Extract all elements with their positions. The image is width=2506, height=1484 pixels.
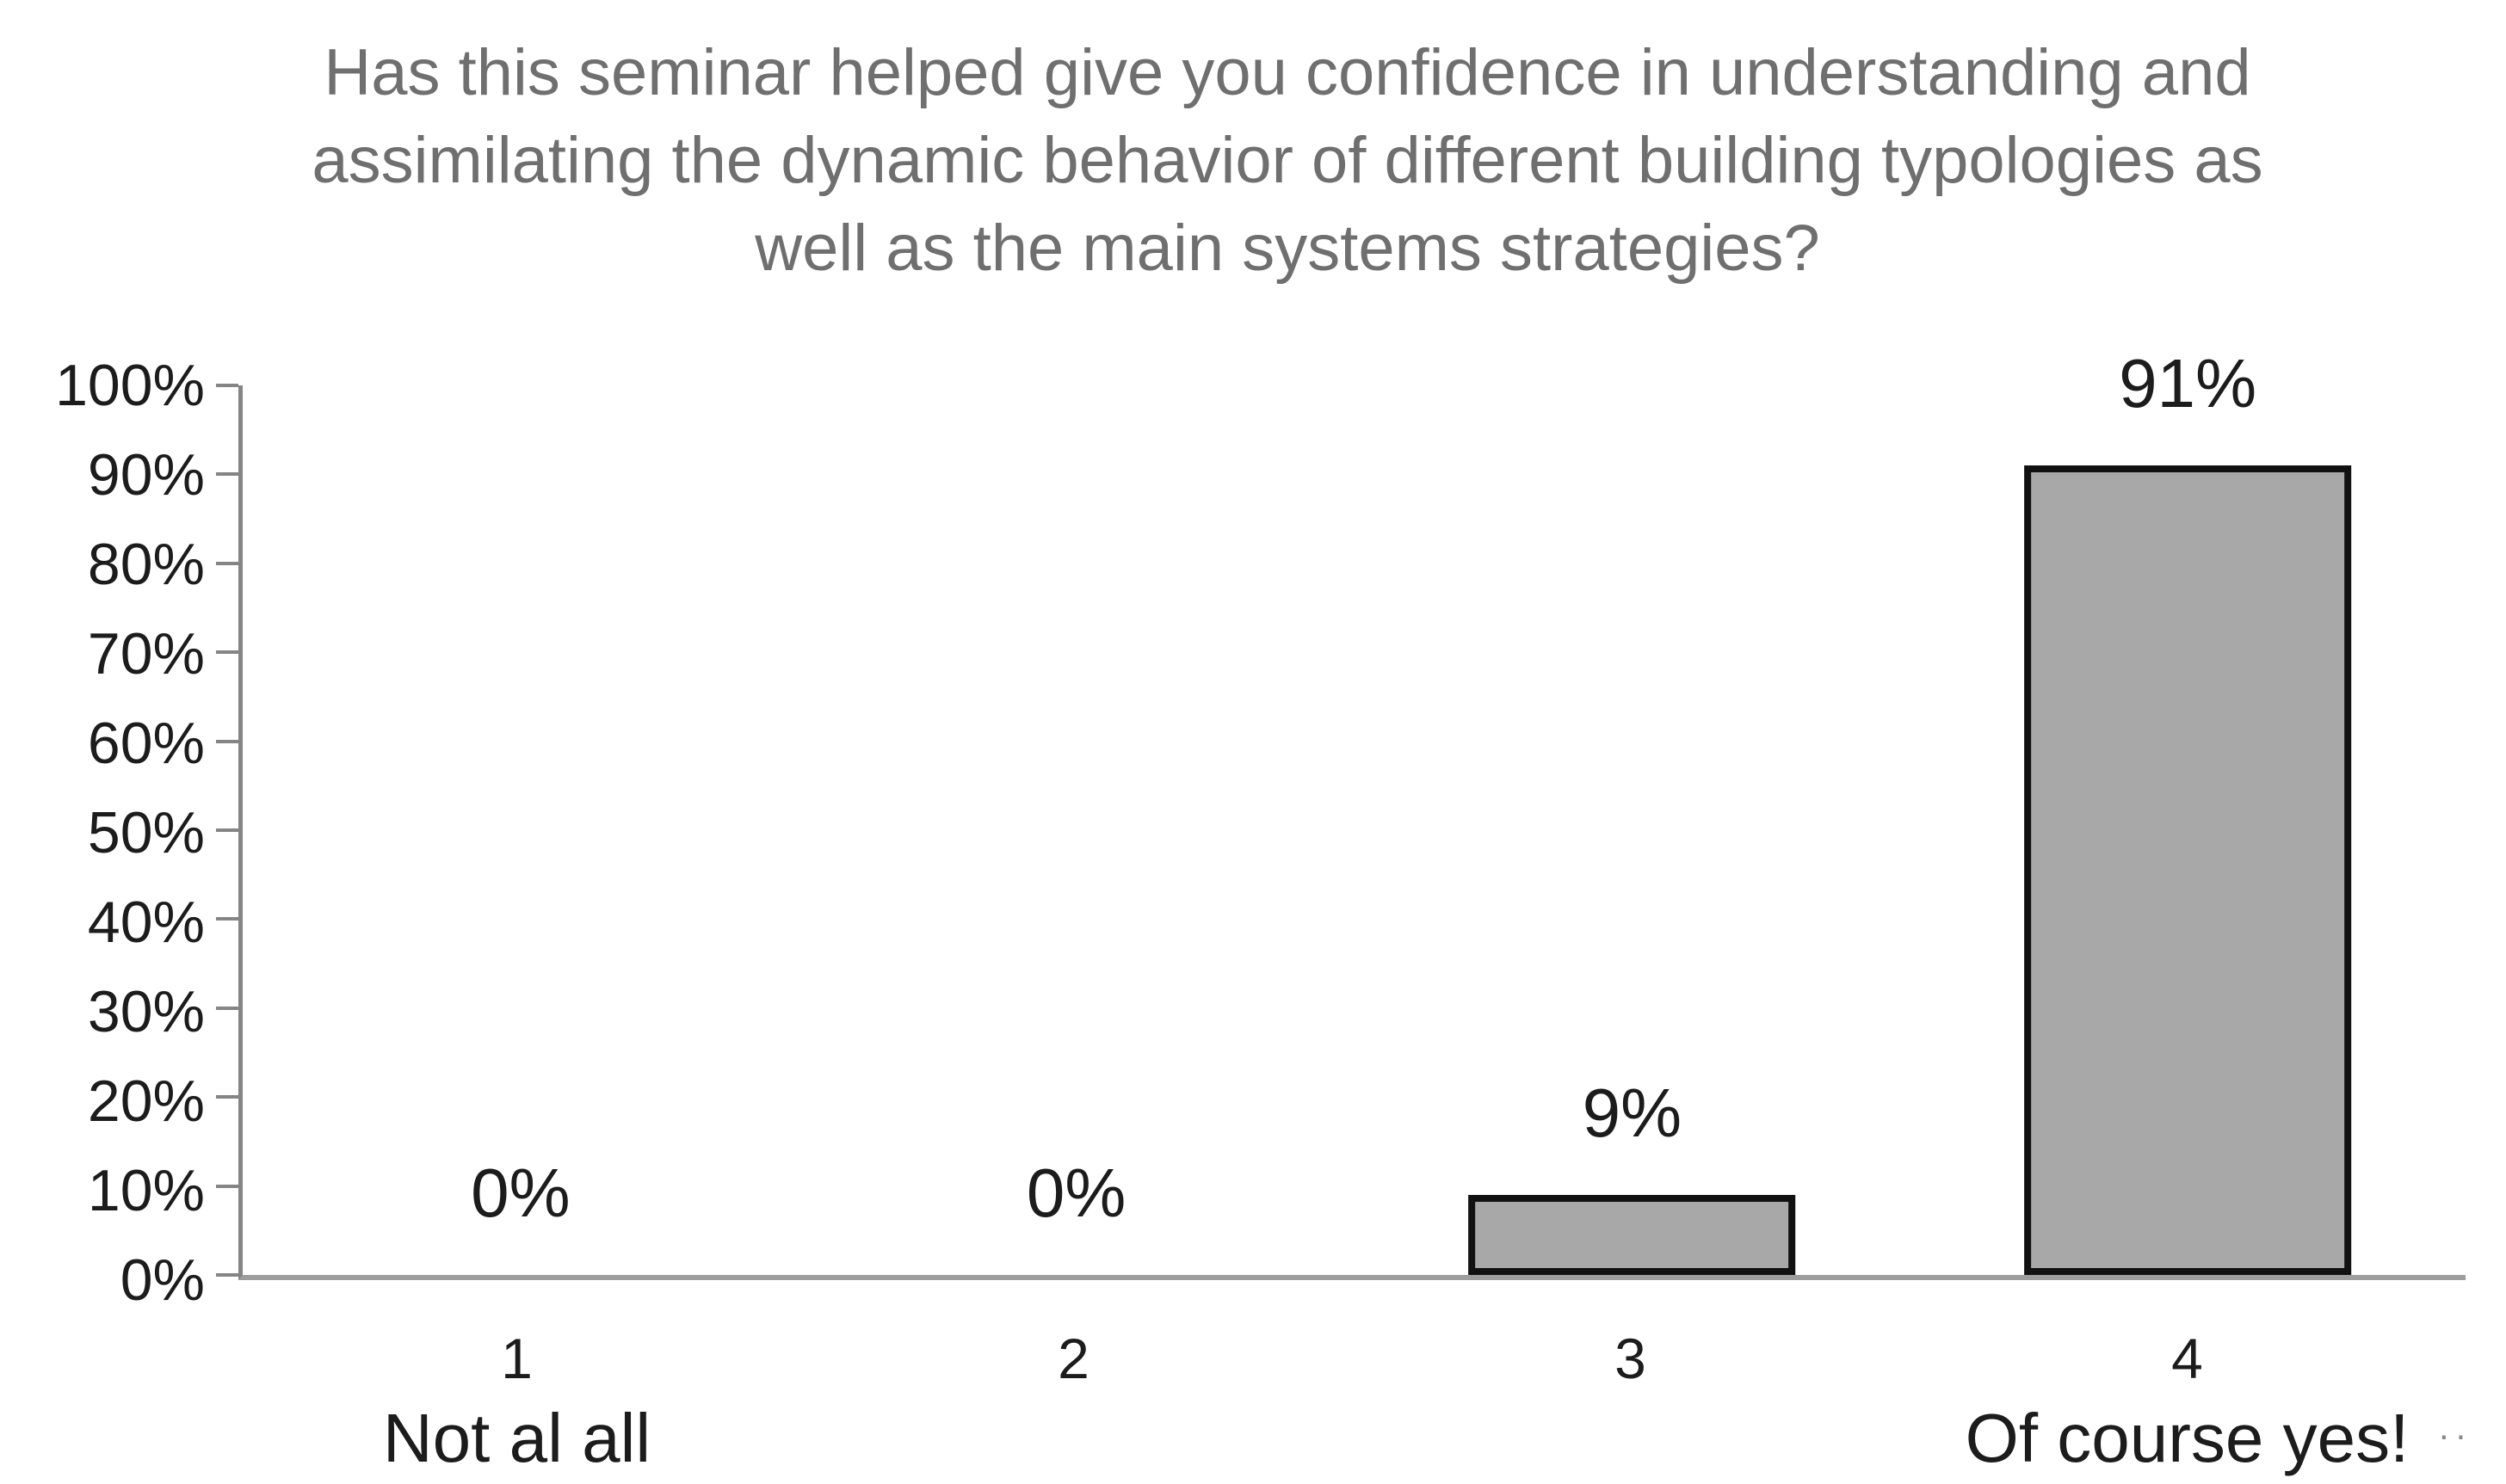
y-tick-label: 40% <box>87 890 205 955</box>
y-tick-mark <box>216 1095 238 1099</box>
data-label-3: 9% <box>1582 1074 1682 1151</box>
data-label-1: 0% <box>471 1155 571 1231</box>
chart-title-line: well as the main systems strategies? <box>755 212 1820 285</box>
y-tick-mark <box>216 650 238 655</box>
y-tick-label: 70% <box>87 621 205 687</box>
y-tick-mark <box>216 384 238 387</box>
y-tick-mark <box>216 561 238 565</box>
x-tick-label-3: 3 <box>1614 1327 1646 1390</box>
y-tick-mark <box>216 472 238 477</box>
y-tick-label: 20% <box>87 1068 205 1134</box>
y-tick-label: 50% <box>87 800 205 865</box>
bar-3 <box>1468 1194 1796 1275</box>
y-tick-mark <box>216 1273 238 1277</box>
x-tick-label-4: 4 <box>2171 1327 2203 1390</box>
y-tick-mark <box>216 917 238 921</box>
y-tick-label: 90% <box>87 442 205 508</box>
chart-title-line: Has this seminar helped give you confide… <box>324 36 2251 109</box>
y-tick-mark <box>216 1006 238 1010</box>
y-tick-mark <box>216 828 238 832</box>
y-tick-mark <box>216 739 238 743</box>
y-tick-label: 0% <box>120 1247 205 1313</box>
y-axis: 0% 10% 20% 30% 40% 50% 60% 70% 80% 90% 100% <box>0 356 205 1309</box>
x-tick-sublabel-1: Not al all <box>382 1400 651 1476</box>
y-tick-label: 60% <box>87 711 205 776</box>
y-tick-label: 100% <box>55 353 205 418</box>
y-tick-mark <box>216 1184 238 1188</box>
data-label-4: 91% <box>2119 345 2257 422</box>
y-tick-label: 30% <box>87 979 205 1044</box>
data-label-2: 0% <box>1026 1155 1126 1231</box>
smudge-artifact: .. <box>2439 1407 2473 1447</box>
x-axis: 1 Not al all 2 3 4 Of course yes! <box>238 1285 2466 1483</box>
x-tick-sublabel-4: Of course yes! <box>1965 1400 2410 1476</box>
x-tick-label-2: 2 <box>1058 1327 1089 1390</box>
x-tick-label-1: 1 <box>501 1327 533 1390</box>
y-tick-label: 80% <box>87 532 205 597</box>
plot-area: 0% 0% 9% 91% <box>216 349 2466 1280</box>
chart-title-line: assimilating the dynamic behavior of dif… <box>312 124 2263 197</box>
chart-title: Has this seminar helped give you confide… <box>69 29 2506 292</box>
bar-4 <box>2024 465 2351 1275</box>
y-tick-label: 10% <box>87 1158 205 1223</box>
